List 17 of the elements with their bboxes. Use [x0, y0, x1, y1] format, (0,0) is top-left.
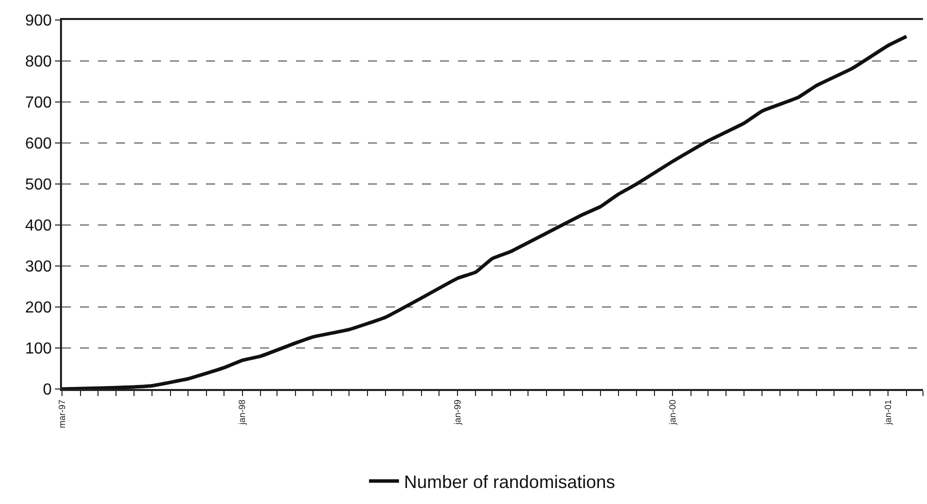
y-tick-label: 0 [42, 382, 52, 399]
x-tick-label: jan-98 [237, 400, 248, 426]
y-tick-label: 500 [25, 176, 52, 194]
legend-label: Number of randomisations [404, 472, 616, 492]
y-tick-label: 800 [25, 54, 52, 71]
x-tick-label: jan-00 [667, 400, 678, 426]
line-series [62, 34, 908, 389]
y-tick-label: 200 [25, 300, 52, 317]
x-tick-label: mar-97 [56, 400, 67, 428]
y-tick-label: 300 [25, 258, 52, 276]
y-tick-label: 600 [25, 136, 52, 153]
x-tick-label: jan-01 [883, 400, 894, 426]
y-tick-label: 700 [25, 94, 52, 112]
y-tick-label: 100 [25, 340, 52, 358]
x-tick-label: jan-99 [452, 400, 462, 426]
y-tick-label: 900 [25, 12, 52, 30]
y-tick-label: 400 [25, 218, 52, 235]
